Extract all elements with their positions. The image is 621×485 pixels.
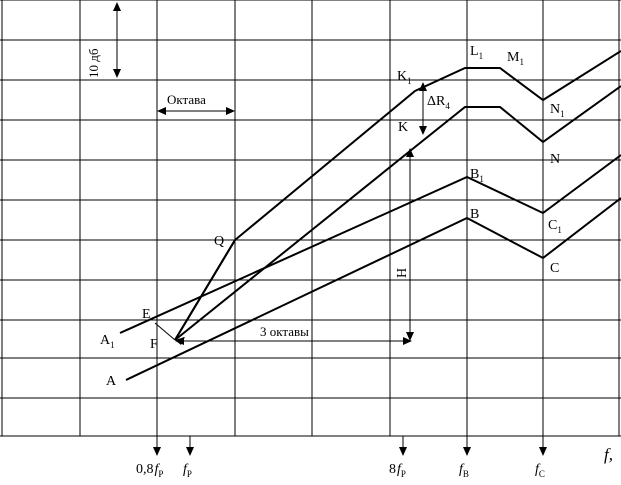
label-a: A [106, 374, 117, 389]
svg-text:fB: fB [459, 462, 469, 479]
label-b1: B [470, 167, 479, 182]
label-a1-subscript: 1 [110, 340, 115, 350]
curve-a1-b1-c1 [119, 154, 621, 334]
label-fb-var: f [459, 462, 465, 477]
label-c1: C [548, 218, 557, 233]
label-e: E [142, 307, 151, 322]
arrowhead-f [175, 337, 185, 345]
line-e-to-f [154, 322, 176, 341]
label-b: B [470, 207, 479, 222]
curve-a-b-c [125, 197, 621, 381]
label-f: F [150, 337, 158, 352]
label-k: K [398, 120, 408, 135]
svg-text:fP: fP [183, 462, 192, 479]
octave-span: Октава [157, 92, 235, 115]
svg-text:L1: L1 [470, 44, 483, 61]
label-fp-subscript: P [187, 469, 192, 479]
svg-text:0,8fP: 0,8fP [136, 462, 163, 479]
svg-text:8fP: 8fP [389, 462, 406, 479]
delta-r4-subscript: 4 [445, 101, 450, 111]
line-f-to-q [174, 239, 236, 341]
label-f08-var: f [155, 462, 161, 477]
svg-text:A1: A1 [100, 333, 115, 350]
label-f8-var: f [397, 462, 403, 477]
svg-text:K1: K1 [397, 69, 412, 86]
curve-k-l-n [174, 85, 621, 341]
label-k1: K [397, 69, 407, 84]
label-fb-subscript: B [463, 469, 469, 479]
frequency-markers [153, 436, 547, 456]
svg-text:fC: fC [535, 462, 545, 479]
label-k1-subscript: 1 [407, 76, 412, 86]
label-q: Q [214, 234, 224, 249]
label-m1-subscript: 1 [519, 57, 524, 67]
three-octaves-span: 3 октавы [175, 324, 412, 345]
label-fp-var: f [183, 462, 189, 477]
h-label: H [395, 268, 410, 278]
delta-r4-label: ΔR [427, 94, 446, 109]
label-m1: M [507, 50, 520, 65]
label-f08-subscript: P [158, 469, 163, 479]
curve-k1-l1-m1-n1 [174, 50, 621, 341]
point-labels: A A1 E F Q K K1 L1 M1 N1 N B1 B C1 C [100, 44, 565, 389]
delta-r4-span: ΔR4 [419, 82, 450, 135]
label-l1-subscript: 1 [479, 51, 484, 61]
label-a1: A [100, 333, 111, 348]
svg-text:C1: C1 [548, 218, 562, 235]
label-n1: N [550, 102, 560, 117]
label-c1-subscript: 1 [557, 225, 562, 235]
label-n1-subscript: 1 [560, 109, 565, 119]
ten-db-scale: 10 дб [86, 2, 121, 78]
label-b1-subscript: 1 [479, 174, 484, 184]
label-f8-coef: 8 [389, 462, 396, 477]
label-n: N [550, 152, 560, 167]
ten-db-label: 10 дб [86, 48, 101, 78]
h-span: H [395, 148, 414, 341]
label-c: C [550, 261, 559, 276]
label-f-axis: f, [604, 445, 613, 464]
octave-label: Октава [167, 92, 206, 107]
svg-text:B1: B1 [470, 167, 484, 184]
frequency-labels: 0,8fP fP 8fP fB fC f, [136, 445, 613, 479]
svg-text:ΔR4: ΔR4 [427, 94, 450, 111]
label-fc-subscript: C [539, 469, 545, 479]
label-fc-var: f [535, 462, 541, 477]
label-l1: L [470, 44, 479, 59]
label-f8-subscript: P [401, 469, 406, 479]
three-octaves-label: 3 октавы [260, 324, 309, 339]
label-f08-coef: 0,8 [136, 462, 154, 477]
svg-text:M1: M1 [507, 50, 524, 67]
svg-text:N1: N1 [550, 102, 565, 119]
